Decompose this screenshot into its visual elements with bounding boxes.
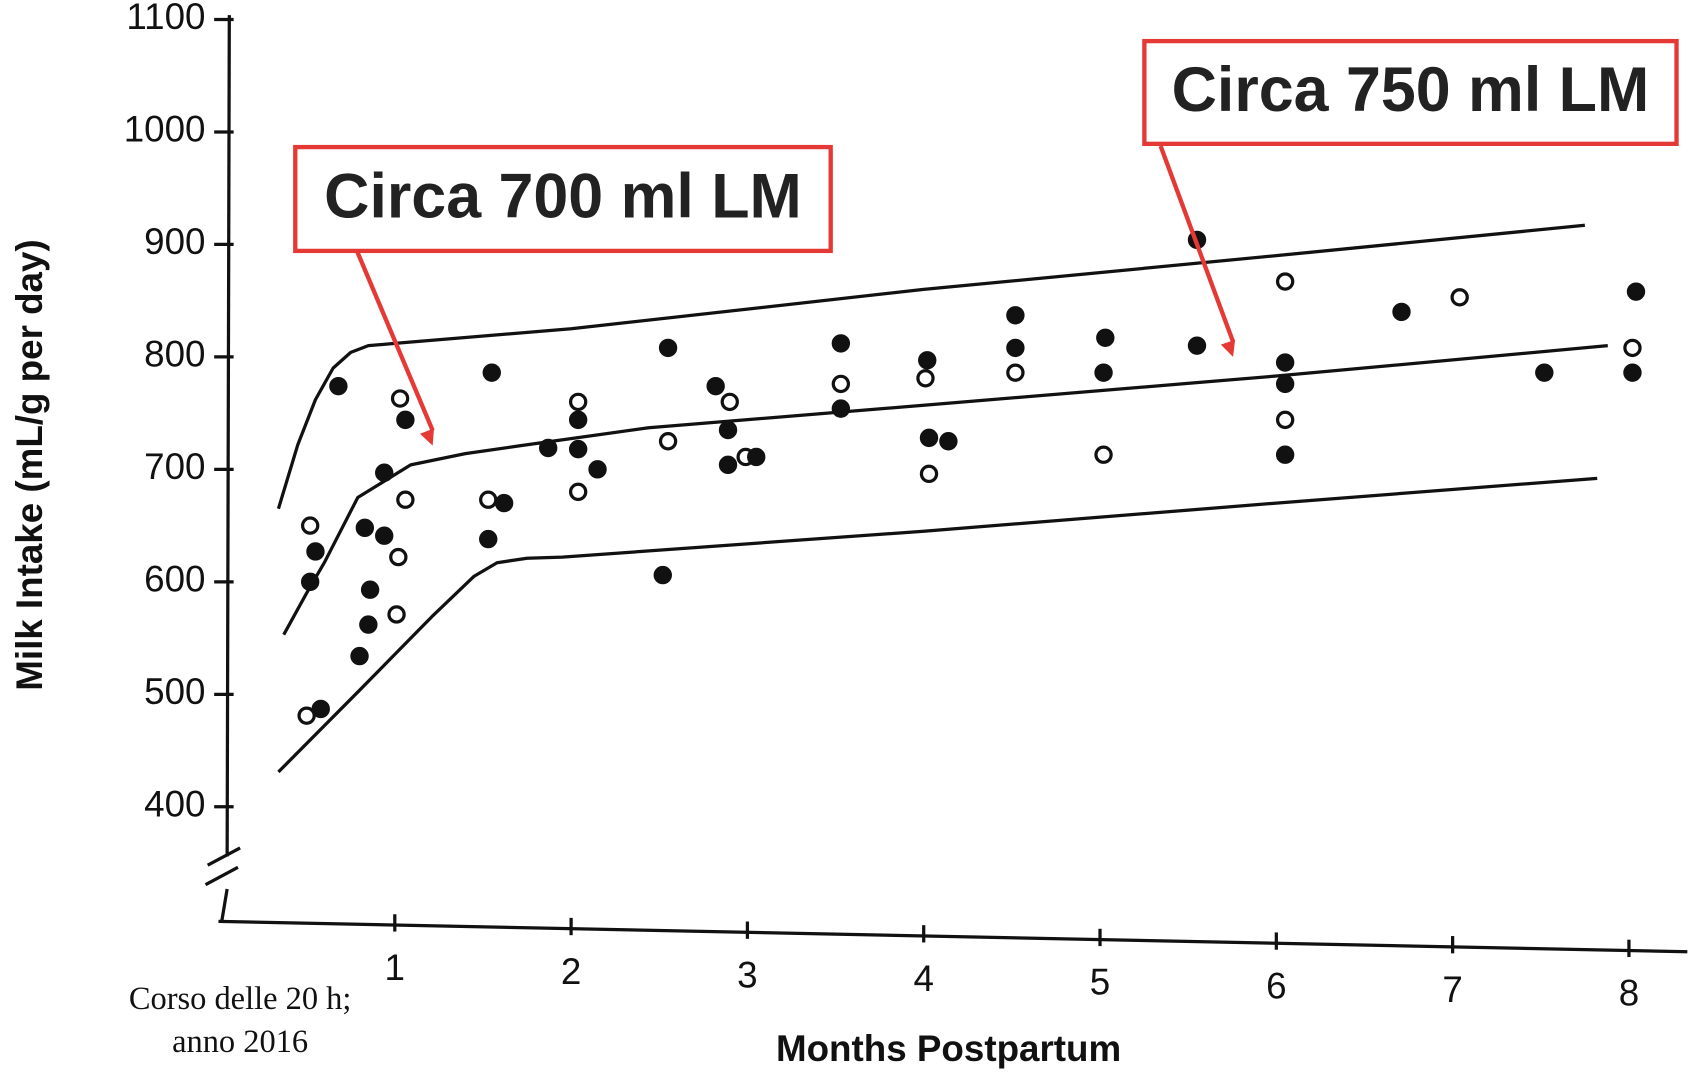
y-tick-label: 1000 xyxy=(124,109,206,150)
data-point xyxy=(833,376,848,391)
data-point xyxy=(1278,274,1293,289)
data-point xyxy=(1008,340,1023,355)
arrow-head xyxy=(420,428,434,445)
data-point xyxy=(391,550,406,565)
data-point xyxy=(660,340,675,355)
data-point xyxy=(484,365,499,380)
data-point xyxy=(720,457,735,472)
annotation: Circa 750 ml LM xyxy=(1172,55,1650,125)
data-point xyxy=(1625,365,1640,380)
data-point xyxy=(920,353,935,368)
data-point xyxy=(590,462,605,477)
data-point xyxy=(1008,365,1023,380)
data-point xyxy=(1096,365,1111,380)
y-axis-label: Milk Intake (mL/g per day) xyxy=(9,239,50,690)
x-tick-label: 3 xyxy=(737,954,757,995)
footer-line: anno 2016 xyxy=(172,1024,308,1060)
data-point xyxy=(1098,330,1113,345)
data-point xyxy=(398,492,413,507)
data-point xyxy=(481,492,496,507)
data-point xyxy=(720,422,735,437)
data-point xyxy=(389,607,404,622)
annotation-arrow xyxy=(1161,146,1233,342)
data-point xyxy=(303,518,318,533)
data-point xyxy=(1278,412,1293,427)
data-point xyxy=(1096,447,1111,462)
data-point xyxy=(361,617,376,632)
x-tick-label: 2 xyxy=(561,951,581,992)
y-tick-label: 700 xyxy=(144,446,205,487)
footer-line: Corso delle 20 h; xyxy=(129,981,352,1017)
x-tick-label: 7 xyxy=(1442,969,1462,1010)
data-point xyxy=(1278,376,1293,391)
y-tick-label: 600 xyxy=(144,559,205,600)
arrow-head xyxy=(1221,340,1235,357)
data-point xyxy=(303,574,318,589)
data-point xyxy=(708,379,723,394)
data-point xyxy=(1278,447,1293,462)
data-point xyxy=(398,412,413,427)
data-point xyxy=(1628,284,1643,299)
data-point xyxy=(749,449,764,464)
data-point xyxy=(481,532,496,547)
x-tick-label: 4 xyxy=(913,958,933,999)
data-point xyxy=(299,708,314,723)
data-point xyxy=(497,496,512,511)
y-tick-label: 1100 xyxy=(126,0,205,37)
data-point xyxy=(357,520,372,535)
data-point xyxy=(541,440,556,455)
data-point xyxy=(377,465,392,480)
curve xyxy=(284,346,1608,635)
data-point xyxy=(921,466,936,481)
x-axis-label: Months Postpartum xyxy=(776,1028,1121,1069)
data-point xyxy=(1278,355,1293,370)
data-point xyxy=(1008,308,1023,323)
annotation: Circa 700 ml LM xyxy=(324,162,802,232)
page: {"chart_data": {"type": "scatter", "y_la… xyxy=(0,0,1696,1075)
y-tick-label: 800 xyxy=(144,334,205,375)
data-point xyxy=(918,371,933,386)
x-tick-label: 8 xyxy=(1619,973,1639,1014)
data-point xyxy=(308,544,323,559)
data-point xyxy=(331,379,346,394)
data-point xyxy=(1625,340,1640,355)
data-point xyxy=(363,582,378,597)
data-point xyxy=(660,434,675,449)
x-tick-label: 6 xyxy=(1266,965,1286,1006)
x-tick-label: 1 xyxy=(385,947,405,988)
data-point xyxy=(571,394,586,409)
data-point xyxy=(571,442,586,457)
data-point xyxy=(1189,338,1204,353)
data-point xyxy=(722,394,737,409)
data-point xyxy=(1394,304,1409,319)
data-point xyxy=(571,412,586,427)
y-tick-label: 400 xyxy=(144,784,205,825)
data-point xyxy=(393,391,408,406)
y-tick-label: 900 xyxy=(144,221,205,262)
data-point xyxy=(833,401,848,416)
data-point xyxy=(571,484,586,499)
data-point xyxy=(352,649,367,664)
x-tick-label: 5 xyxy=(1090,962,1110,1003)
data-point xyxy=(921,430,936,445)
curve xyxy=(278,478,1597,772)
data-point xyxy=(377,528,392,543)
data-point xyxy=(941,434,956,449)
data-point xyxy=(655,568,670,583)
y-tick-label: 500 xyxy=(144,671,205,712)
data-point xyxy=(1537,365,1552,380)
chart: Milk Intake (mL/g per day) Months Postpa… xyxy=(0,0,1696,1075)
data-point xyxy=(1452,290,1467,305)
data-point xyxy=(833,336,848,351)
